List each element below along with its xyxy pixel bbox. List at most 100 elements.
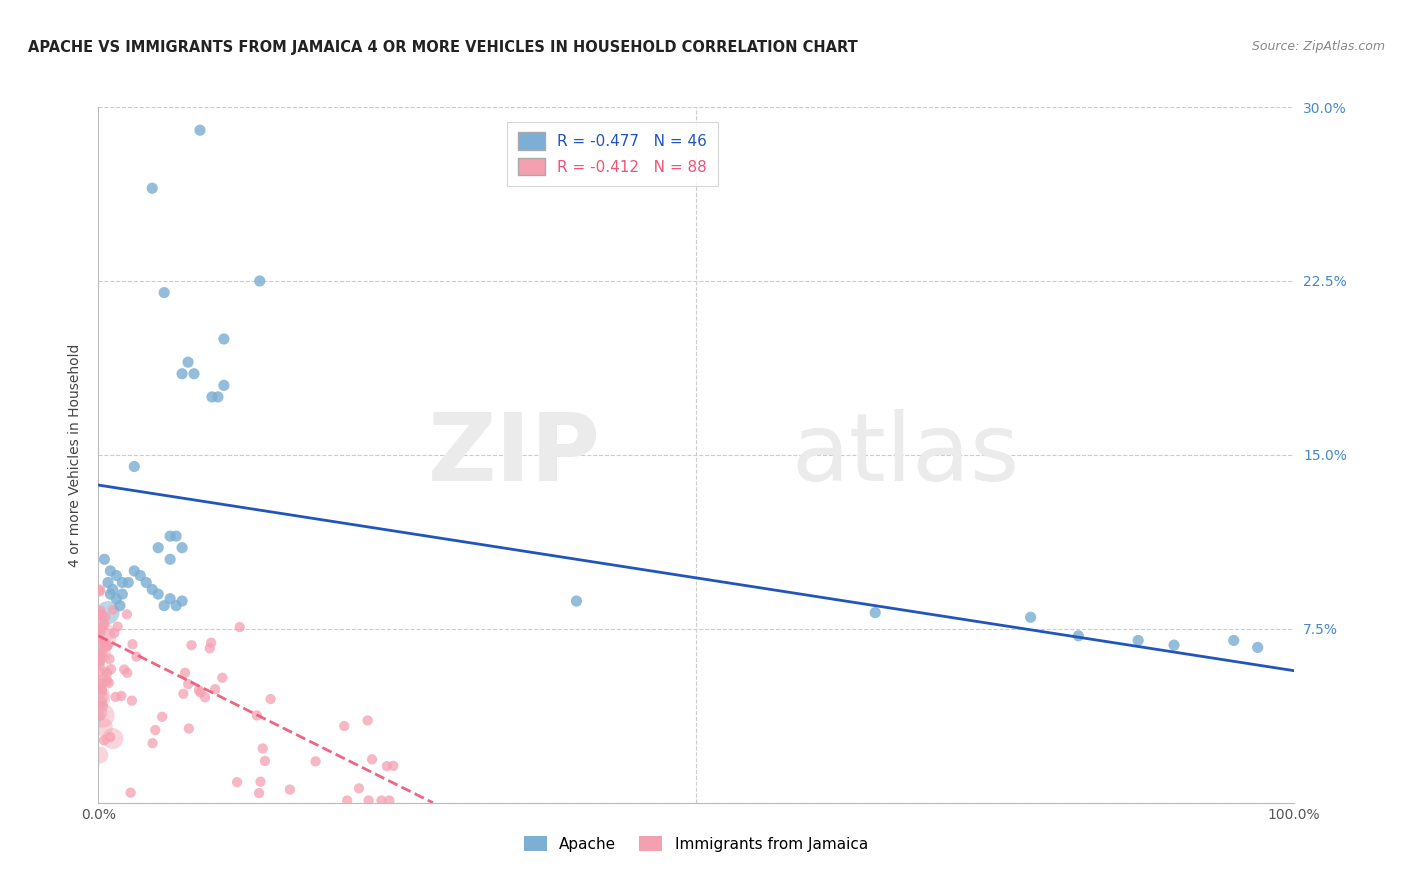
Point — [90, 622, 112, 636]
Point — [865, 606, 887, 620]
Point — [124, 564, 146, 578]
Point — [1019, 610, 1042, 624]
Point — [246, 708, 269, 723]
Point — [96, 638, 118, 652]
Point — [212, 378, 235, 392]
Point — [98, 587, 122, 601]
Point — [98, 564, 122, 578]
Point — [1128, 633, 1150, 648]
Text: APACHE VS IMMIGRANTS FROM JAMAICA 4 OR MORE VEHICLES IN HOUSEHOLD CORRELATION CH: APACHE VS IMMIGRANTS FROM JAMAICA 4 OR M… — [28, 40, 858, 55]
Point — [159, 552, 181, 566]
Point — [129, 568, 152, 582]
Point — [112, 663, 135, 677]
Point — [259, 692, 281, 706]
Point — [96, 639, 118, 653]
Point — [111, 587, 134, 601]
Point — [125, 649, 148, 664]
Point — [111, 575, 134, 590]
Point — [89, 708, 111, 723]
Point — [117, 575, 139, 590]
Point — [174, 665, 197, 680]
Point — [90, 694, 112, 708]
Point — [278, 782, 301, 797]
Point — [89, 676, 111, 690]
Text: atlas: atlas — [792, 409, 1019, 501]
Point — [1067, 629, 1090, 643]
Point — [115, 607, 138, 622]
Point — [101, 582, 124, 597]
Legend: Apache, Immigrants from Jamaica: Apache, Immigrants from Jamaica — [517, 830, 875, 858]
Point — [150, 710, 173, 724]
Point — [93, 636, 115, 650]
Point — [356, 714, 378, 728]
Point — [200, 636, 222, 650]
Point — [172, 687, 194, 701]
Point — [105, 568, 128, 582]
Point — [228, 620, 250, 634]
Point — [93, 625, 115, 640]
Point — [304, 755, 326, 769]
Point — [89, 632, 111, 647]
Point — [141, 181, 163, 195]
Point — [336, 793, 359, 807]
Point — [347, 781, 370, 796]
Point — [96, 639, 118, 653]
Point — [93, 720, 115, 734]
Point — [188, 123, 211, 137]
Point — [90, 688, 112, 702]
Point — [90, 683, 112, 698]
Point — [370, 793, 392, 807]
Point — [90, 681, 112, 696]
Point — [187, 683, 209, 698]
Point — [207, 390, 229, 404]
Point — [1247, 640, 1270, 655]
Point — [142, 736, 165, 750]
Point — [115, 665, 138, 680]
Point — [141, 582, 163, 597]
Point — [101, 603, 124, 617]
Point — [90, 692, 112, 706]
Point — [183, 367, 205, 381]
Y-axis label: 4 or more Vehicles in Household: 4 or more Vehicles in Household — [69, 343, 83, 566]
Point — [110, 689, 132, 703]
Point — [247, 786, 270, 800]
Point — [91, 699, 114, 714]
Point — [90, 650, 112, 665]
Point — [91, 618, 114, 632]
Point — [172, 541, 194, 555]
Point — [153, 285, 176, 300]
Point — [90, 645, 112, 659]
Point — [97, 676, 120, 690]
Point — [94, 674, 117, 689]
Point — [124, 459, 146, 474]
Point — [96, 666, 118, 681]
Point — [201, 390, 224, 404]
Point — [87, 648, 110, 662]
Point — [121, 693, 143, 707]
Point — [375, 759, 398, 773]
Point — [94, 665, 117, 679]
Point — [89, 582, 111, 597]
Point — [98, 730, 121, 744]
Point — [177, 677, 200, 691]
Point — [204, 682, 226, 697]
Point — [101, 731, 124, 746]
Text: Source: ZipAtlas.com: Source: ZipAtlas.com — [1251, 40, 1385, 54]
Point — [90, 607, 112, 622]
Point — [143, 723, 166, 737]
Point — [89, 665, 111, 680]
Point — [159, 529, 181, 543]
Point — [105, 591, 128, 606]
Point — [89, 673, 111, 687]
Point — [104, 690, 127, 704]
Point — [378, 793, 401, 807]
Point — [252, 741, 274, 756]
Point — [177, 355, 200, 369]
Point — [94, 636, 117, 650]
Point — [172, 594, 194, 608]
Point — [172, 367, 194, 381]
Point — [93, 733, 115, 747]
Point — [153, 599, 176, 613]
Point — [180, 638, 202, 652]
Point — [89, 625, 111, 640]
